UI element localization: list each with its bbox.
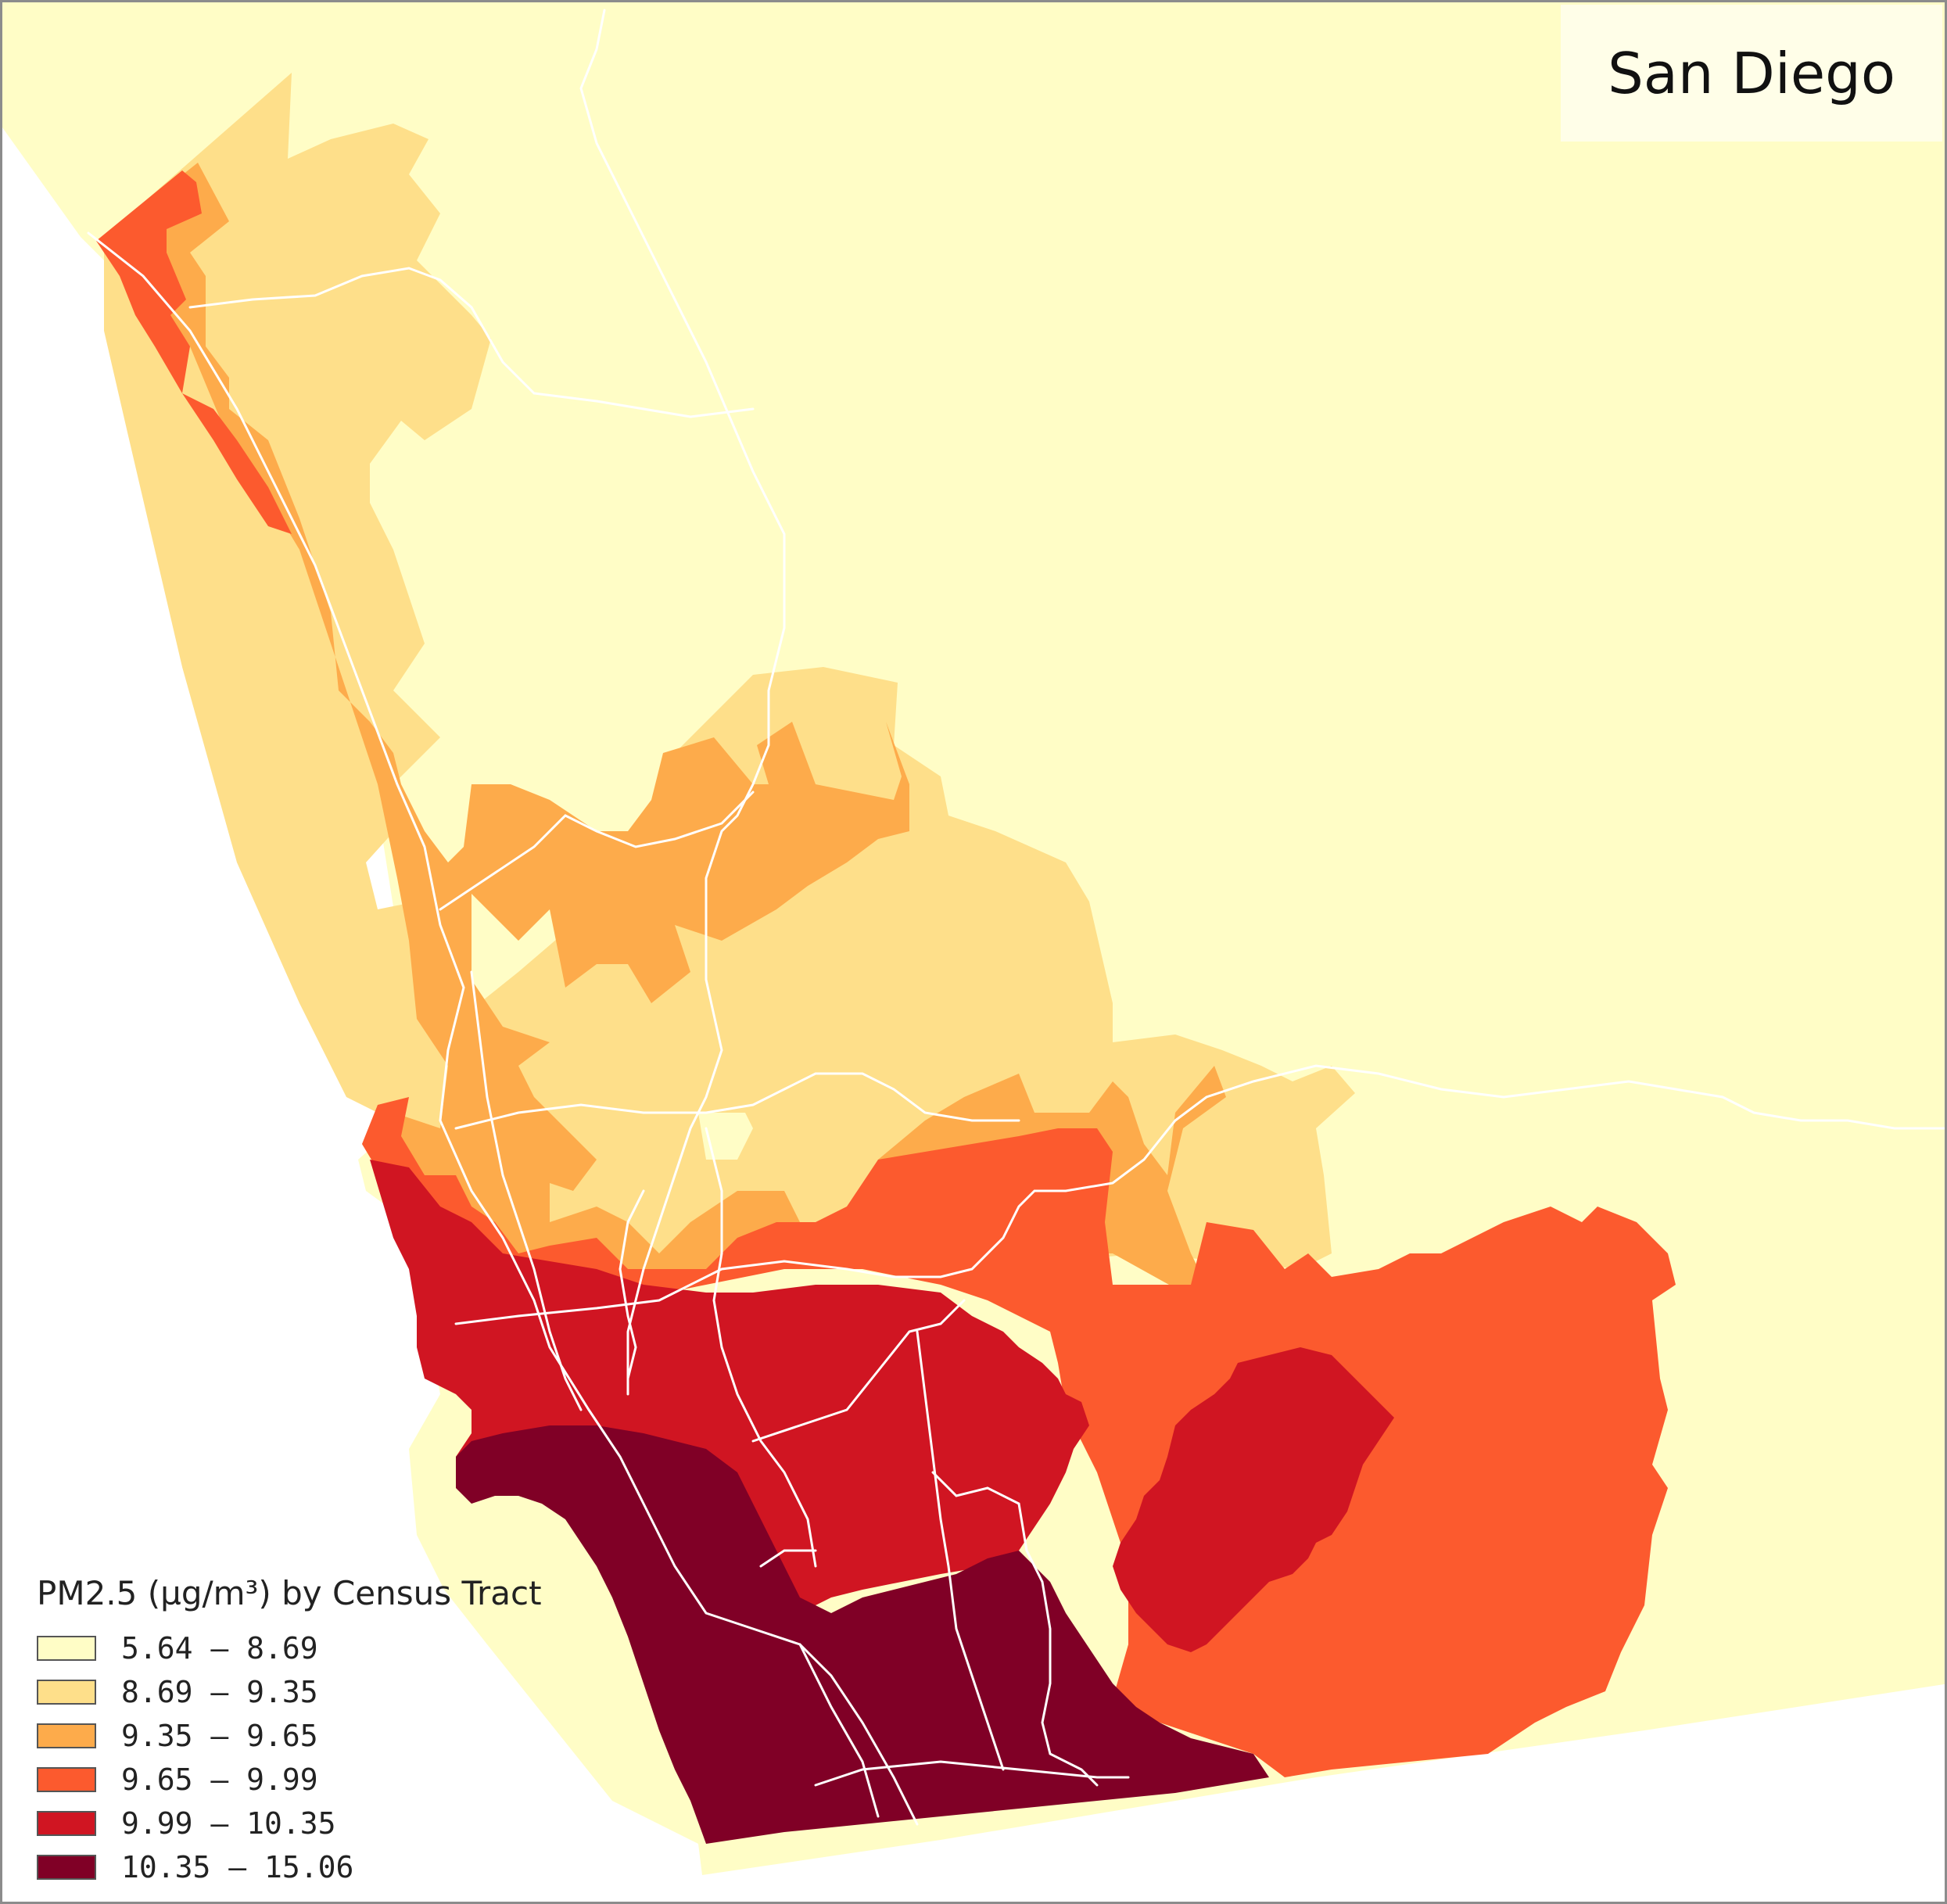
- freeway-sr94: [751, 1299, 966, 1443]
- legend-item: 9.35 – 9.65: [37, 1714, 542, 1758]
- freeway-sr78: [188, 267, 755, 418]
- legend-swatch: [37, 1723, 96, 1748]
- freeway-i805: [470, 970, 583, 1411]
- legend-item: 9.65 – 9.99: [37, 1758, 542, 1802]
- legend-swatch: [37, 1811, 96, 1836]
- legend-label: 5.64 – 8.69: [121, 1631, 318, 1666]
- tracts-bin4-south: [362, 1097, 1676, 1777]
- legend-swatch: [37, 1767, 96, 1792]
- freeway-sr905: [814, 1760, 1130, 1787]
- legend-item: 9.99 – 10.35: [37, 1802, 542, 1845]
- freeway-i15-south: [705, 1127, 817, 1568]
- legend-swatch: [37, 1855, 96, 1880]
- tracts-bin5-coast: [370, 1160, 1089, 1629]
- legend-item: 8.69 – 9.35: [37, 1670, 542, 1714]
- map-title: San Diego: [1608, 40, 1895, 106]
- freeway-i805-south: [916, 1330, 1005, 1771]
- freeway-i5: [87, 231, 919, 1826]
- legend-label: 8.69 – 9.35: [121, 1675, 318, 1709]
- tracts-bin4-coastal-north: [96, 170, 292, 534]
- freeway-sr54: [759, 1549, 817, 1568]
- freeway-i8: [454, 1064, 1945, 1325]
- legend-item: 10.35 – 15.06: [37, 1845, 542, 1889]
- freeway-sr56: [439, 791, 755, 911]
- legend-title: PM2.5 (µg/m³) by Census Tract: [37, 1574, 542, 1612]
- freeway-sr52: [454, 1072, 1020, 1130]
- tracts-bin6-south-bay: [456, 1425, 1269, 1844]
- freeway-sr163: [619, 1189, 645, 1380]
- legend-item: 5.64 – 8.69: [37, 1626, 542, 1670]
- legend: PM2.5 (µg/m³) by Census Tract 5.64 – 8.6…: [37, 1574, 542, 1889]
- freeway-sr125: [931, 1471, 1099, 1787]
- freeway-i5-south: [798, 1643, 880, 1818]
- legend-label: 9.65 – 9.99: [121, 1762, 318, 1797]
- legend-swatch: [37, 1636, 96, 1661]
- legend-label: 10.35 – 15.06: [121, 1850, 354, 1884]
- legend-label: 9.35 – 9.65: [121, 1719, 318, 1753]
- tracts-bin5-inland-hills: [1113, 1347, 1394, 1652]
- freeway-network: [87, 9, 1945, 1826]
- tracts-bin3: [104, 163, 1226, 1293]
- map-title-box: San Diego: [1561, 5, 1942, 142]
- legend-label: 9.99 – 10.35: [121, 1806, 336, 1841]
- legend-swatch: [37, 1680, 96, 1705]
- freeway-i15: [579, 9, 786, 1396]
